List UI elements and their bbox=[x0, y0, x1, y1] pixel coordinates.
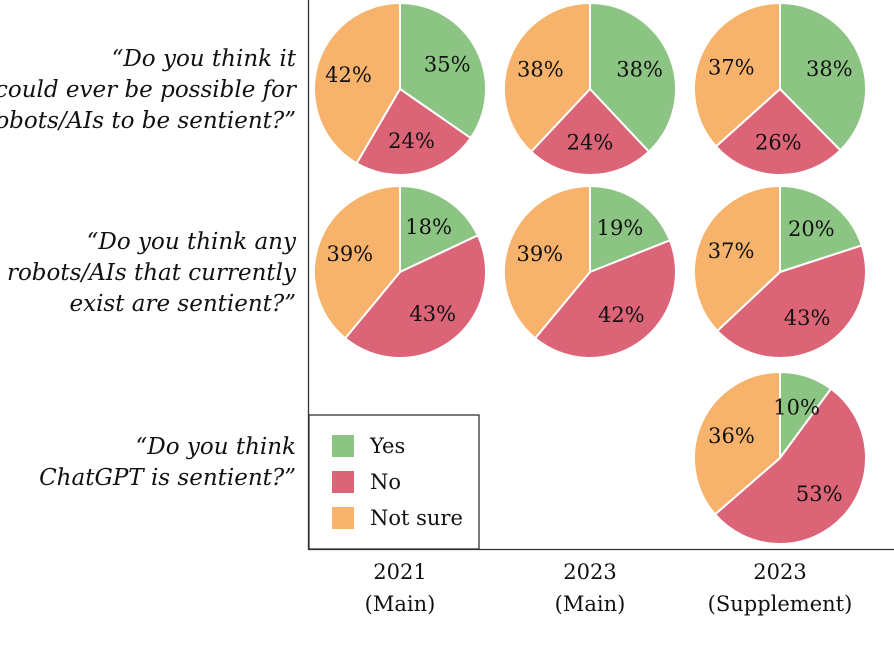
pie-slice-not-sure bbox=[503, 1, 591, 154]
slice-label: 19% bbox=[597, 216, 644, 240]
pie-slice-no bbox=[355, 87, 473, 176]
column-sample-label: (Main) bbox=[555, 592, 626, 616]
question-line: “Do you think any bbox=[87, 229, 297, 255]
slice-label: 37% bbox=[708, 239, 755, 263]
legend-swatch bbox=[332, 507, 354, 529]
column-year-label: 2023 bbox=[753, 560, 806, 584]
column-year-label: 2023 bbox=[563, 560, 616, 584]
slice-label: 39% bbox=[326, 242, 373, 266]
pie-slice-yes bbox=[779, 184, 864, 274]
slice-label: 37% bbox=[708, 55, 755, 79]
pie-slice-no bbox=[343, 234, 488, 360]
question-line: “Do you think it bbox=[112, 46, 297, 72]
slice-label: 53% bbox=[796, 482, 843, 506]
pie: 38% 26% 37% bbox=[693, 1, 867, 176]
question-line: exist are sentient?” bbox=[69, 291, 296, 317]
pie: 18% 43% 39% bbox=[313, 184, 488, 360]
slice-label: 38% bbox=[616, 57, 663, 81]
pie-slice-yes bbox=[399, 184, 480, 274]
pie: 20% 43% 37% bbox=[693, 184, 867, 359]
question-line: robots/AIs that currently bbox=[7, 260, 297, 286]
slice-label: 20% bbox=[788, 217, 835, 241]
pie-slice-not-sure bbox=[313, 184, 401, 340]
slice-label: 38% bbox=[806, 57, 853, 81]
slice-label: 38% bbox=[517, 57, 564, 81]
slice-label: 35% bbox=[424, 52, 471, 76]
column-year-label: 2021 bbox=[373, 560, 426, 584]
pie-slice-yes bbox=[589, 1, 677, 154]
slice-label: 42% bbox=[598, 303, 645, 327]
question-line: “Do you think bbox=[136, 434, 296, 460]
slice-label: 42% bbox=[325, 63, 372, 87]
slice-label: 10% bbox=[773, 395, 820, 419]
slice-label: 18% bbox=[405, 215, 452, 239]
column-labels: 2021 (Main) 2023 (Main) 2023 (Supplement) bbox=[365, 560, 853, 616]
column-sample-label: (Main) bbox=[365, 592, 436, 616]
slice-label: 24% bbox=[388, 129, 435, 153]
slice-label: 26% bbox=[755, 130, 802, 154]
pie: 19% 42% 39% bbox=[503, 184, 677, 359]
legend-label: Yes bbox=[369, 434, 405, 458]
question-line: robots/AIs to be sentient?” bbox=[0, 108, 296, 134]
legend-swatch bbox=[332, 471, 354, 493]
pie-slice-yes bbox=[589, 184, 672, 274]
pie-slice-yes bbox=[779, 1, 867, 152]
pie-grid: 35% 24% 42% 38% 24% 38% 38% 26% 37% 18% 43% 39% 19% 4… bbox=[313, 1, 867, 545]
pie-slice-not-sure bbox=[503, 184, 591, 340]
pie: 10% 53% 36% bbox=[693, 370, 867, 545]
slice-label: 43% bbox=[409, 302, 456, 326]
question-labels: “Do you think it could ever be possible f… bbox=[0, 46, 298, 491]
pie: 35% 24% 42% bbox=[313, 1, 487, 176]
pie-slice-not-sure bbox=[693, 184, 781, 333]
column-sample-label: (Supplement) bbox=[708, 592, 853, 616]
slice-label: 36% bbox=[708, 424, 755, 448]
pie: 38% 24% 38% bbox=[503, 1, 677, 176]
slice-label: 39% bbox=[516, 242, 563, 266]
pie-slice-no bbox=[715, 244, 867, 359]
slice-label: 24% bbox=[567, 130, 614, 154]
question-line: ChatGPT is sentient?” bbox=[39, 465, 296, 491]
pie-slice-no bbox=[713, 387, 867, 545]
pie-slice-no bbox=[714, 87, 842, 176]
question-line: could ever be possible for bbox=[0, 77, 298, 103]
legend-swatch bbox=[332, 435, 354, 457]
slice-label: 43% bbox=[784, 306, 831, 330]
pie-slice-yes bbox=[399, 1, 487, 140]
legend: Yes No Not sure bbox=[308, 414, 480, 550]
pie-slice-not-sure bbox=[693, 370, 781, 516]
pie-slice-not-sure bbox=[313, 1, 401, 165]
pie-slice-no bbox=[529, 87, 651, 176]
legend-label: Not sure bbox=[370, 506, 463, 530]
pie-slice-no bbox=[533, 239, 677, 359]
pie-slice-not-sure bbox=[693, 1, 781, 148]
legend-label: No bbox=[370, 470, 401, 494]
